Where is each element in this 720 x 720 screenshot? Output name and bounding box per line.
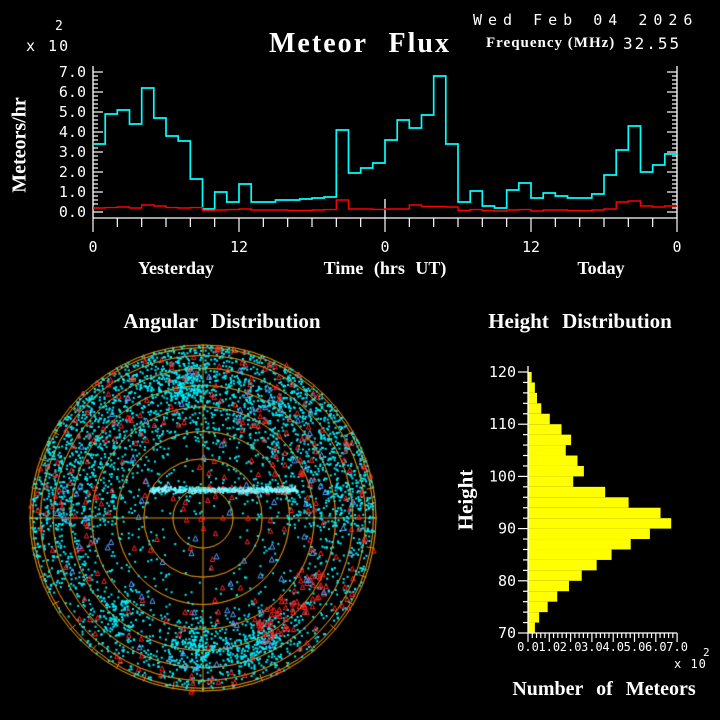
height-bar [528,392,538,404]
flux-ytick-label: 5.0 [59,103,86,121]
height-bar [528,486,606,498]
height-xtick-label: 7.0 [666,640,688,654]
height-scale-exponent: 2 [703,646,710,659]
flux-ytick-label: 4.0 [59,123,86,141]
flux-ytick-label: 6.0 [59,83,86,101]
height-ytick-label: 100 [489,467,516,485]
height-ytick-label: 80 [498,572,516,590]
height-xtick-label: 1.0 [538,640,560,654]
height-bar [528,476,574,487]
height-xtick-label: 3.0 [581,640,603,654]
flux-xtick-label: 0 [380,238,389,256]
flux-ytick-label: 7.0 [59,63,86,81]
flux-chart: 7.06.05.04.03.02.01.00.00 12 0 12 0 [59,63,682,256]
height-bar [528,465,584,477]
height-bar [528,601,548,613]
flux-xtick-label: 0 [672,238,681,256]
flux-series-background-rate [93,199,677,212]
x-axis-day-label-yesterday: Yesterday [138,258,214,278]
flux-xtick-label: 0 [88,238,97,256]
height-bar [528,445,566,456]
x-axis-title: Time (hrs UT) [323,258,447,278]
angular-distribution-sky-map [10,330,400,710]
height-xtick-label: 0.0 [517,640,539,654]
height-xtick-label: 5.0 [624,640,646,654]
height-bar [528,507,661,519]
height-bar [528,424,562,435]
flux-scale-exponent: 2 [55,19,63,34]
height-xtick-label: 2.0 [560,640,582,654]
flux-ytick-label: 3.0 [59,143,86,161]
frequency-label: Frequency (MHz) [486,35,616,51]
height-bar [528,434,572,446]
height-bar [528,455,578,466]
height-bar [528,528,650,540]
height-distribution-title: Height Distribution [488,309,672,333]
page-title: Meteor Flux [269,28,451,59]
height-bar [528,518,672,529]
flux-series-meteor-flux [93,75,677,210]
height-x-axis-label: Number of Meteors [512,678,696,700]
flux-xtick-label: 12 [522,238,540,256]
height-bar [528,539,631,550]
height-bar [528,403,542,414]
height-xtick-label: 6.0 [645,640,667,654]
height-distribution-chart: 120 110 100 90 80 700.0 1.0 2.0 3.0 4.0 5.0 6.0 7.0 [489,363,688,654]
height-scale-label: x 10 [674,657,707,671]
flux-scale-label: x 10 [26,37,71,55]
flux-ytick-label: 1.0 [59,183,86,201]
height-bar [528,622,535,633]
flux-ytick-label: 2.0 [59,163,86,181]
flux-ytick-label: 0.0 [59,203,86,221]
angular-distribution-title: Angular Distribution [123,309,321,333]
height-bar [528,372,532,383]
height-bar [528,382,535,393]
height-bar [528,559,597,571]
height-ytick-label: 90 [498,520,516,538]
height-bar [528,612,540,623]
height-bar [528,580,569,592]
frequency-value: 32.55 [623,34,682,53]
height-bar [528,591,558,602]
height-bar [528,549,612,560]
flux-xtick-label: 12 [230,238,248,256]
height-xtick-label: 4.0 [602,640,624,654]
height-bar [528,497,629,508]
height-bar [528,413,550,425]
date-label: Wed Feb 04 2026 [473,11,699,29]
height-ytick-label: 120 [489,363,516,381]
x-axis-day-label-today: Today [577,258,625,278]
height-bar [528,570,582,581]
height-ytick-label: 110 [489,415,516,433]
height-ytick-label: 70 [498,624,516,642]
